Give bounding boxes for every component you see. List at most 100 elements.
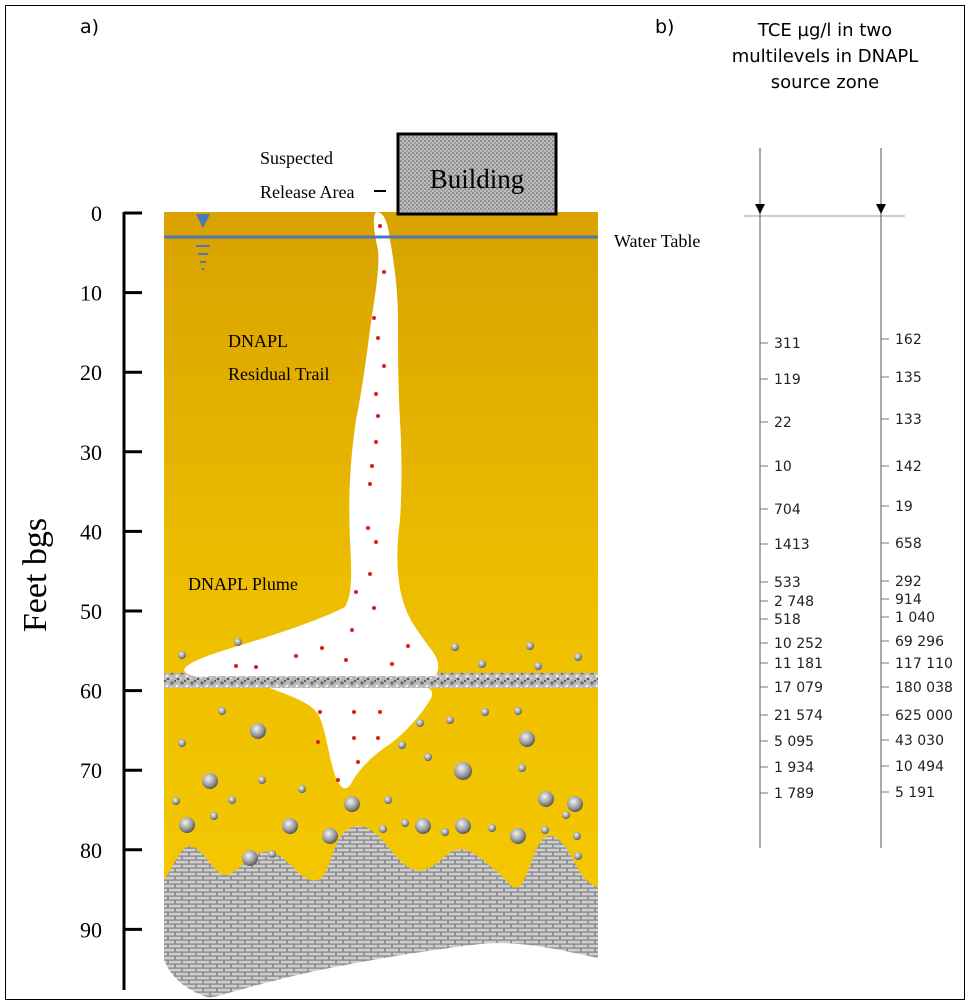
pebble bbox=[514, 707, 522, 715]
dnapl-droplet bbox=[320, 646, 324, 650]
pebble bbox=[401, 819, 409, 827]
pebble bbox=[519, 731, 535, 747]
pebble bbox=[574, 653, 582, 661]
well-value: 43 030 bbox=[895, 733, 944, 749]
dnapl-droplet bbox=[390, 662, 394, 666]
pebble bbox=[488, 824, 496, 832]
multilevel-wells: 311 119 22 10 704 1413 533 2 748 518 10 252 11 181… bbox=[744, 148, 953, 848]
water-table-symbol bbox=[196, 214, 210, 228]
depth-tick-label: 60 bbox=[80, 679, 102, 704]
well-value: 133 bbox=[895, 412, 922, 428]
dnapl-droplet bbox=[374, 440, 378, 444]
pebble bbox=[424, 753, 432, 761]
pebble bbox=[441, 828, 449, 836]
well-1-values: 311 119 22 10 704 1413 533 2 748 518 10 252 11 181… bbox=[760, 336, 823, 802]
panel-b-label: b) bbox=[655, 16, 674, 38]
dnapl-droplet bbox=[376, 414, 380, 418]
well-value: 11 181 bbox=[774, 656, 823, 672]
pebble bbox=[178, 739, 186, 747]
pebble bbox=[218, 707, 226, 715]
dnapl-droplet bbox=[316, 740, 320, 744]
pebble bbox=[446, 716, 454, 724]
well-value: 518 bbox=[774, 612, 801, 628]
well-1-arrow bbox=[755, 204, 765, 214]
dnapl-droplet bbox=[366, 526, 370, 530]
pebble bbox=[202, 773, 218, 789]
dnapl-droplet bbox=[382, 364, 386, 368]
pebble bbox=[415, 818, 431, 834]
panel-b-title-line1: TCE µg/l in two bbox=[757, 20, 892, 41]
well-value: 533 bbox=[774, 575, 801, 591]
dnapl-droplet bbox=[374, 392, 378, 396]
residual-trail-label-line1: DNAPL bbox=[228, 331, 288, 351]
well-value: 17 079 bbox=[774, 680, 823, 696]
pebble bbox=[322, 828, 338, 844]
well-value: 142 bbox=[895, 459, 922, 475]
cross-section: Water Table bbox=[164, 212, 700, 998]
dnapl-droplet bbox=[352, 736, 356, 740]
depth-tick-label: 30 bbox=[80, 440, 102, 465]
depth-tick-label: 80 bbox=[80, 838, 102, 863]
well-value: 117 110 bbox=[895, 656, 953, 672]
well-value: 658 bbox=[895, 536, 922, 552]
dnapl-droplet bbox=[336, 778, 340, 782]
dnapl-droplet bbox=[378, 224, 382, 228]
figure-frame bbox=[5, 5, 965, 1000]
dnapl-droplet bbox=[356, 760, 360, 764]
dnapl-droplet bbox=[294, 654, 298, 658]
well-value: 5 191 bbox=[895, 785, 935, 801]
dnapl-droplet bbox=[254, 665, 258, 669]
depth-tick-label: 20 bbox=[80, 360, 102, 385]
pebble bbox=[268, 850, 276, 858]
dnapl-droplet bbox=[318, 710, 322, 714]
pebble bbox=[454, 762, 472, 780]
building-label: Building bbox=[430, 164, 525, 194]
pebble bbox=[567, 796, 583, 812]
panel-b-title-line2: multilevels in DNAPL bbox=[732, 46, 919, 67]
dnapl-droplet bbox=[406, 644, 410, 648]
pebble bbox=[451, 643, 459, 651]
well-value: 1 040 bbox=[895, 610, 935, 626]
depth-axis: 0 10 20 30 40 50 60 70 80 90 Feet bgs bbox=[17, 201, 142, 990]
pebble bbox=[481, 708, 489, 716]
pebble bbox=[344, 796, 360, 812]
dnapl-droplet bbox=[234, 664, 238, 668]
pebbles bbox=[172, 638, 583, 866]
dnapl-droplet bbox=[374, 540, 378, 544]
pebble bbox=[562, 811, 570, 819]
pebble bbox=[172, 797, 180, 805]
well-value: 1 789 bbox=[774, 786, 814, 802]
well-value: 704 bbox=[774, 502, 801, 518]
well-value: 10 bbox=[774, 459, 792, 475]
dnapl-droplet bbox=[368, 572, 372, 576]
residual-trail-label-line2: Residual Trail bbox=[228, 364, 330, 384]
building bbox=[396, 132, 558, 216]
well-value: 22 bbox=[774, 415, 792, 431]
well-value: 1 934 bbox=[774, 760, 814, 776]
well-value: 135 bbox=[895, 370, 922, 386]
pebble bbox=[210, 812, 218, 820]
depth-tick-label: 70 bbox=[80, 758, 102, 783]
well-2-arrow bbox=[876, 204, 886, 214]
depth-tick-label: 0 bbox=[91, 201, 102, 226]
pebble bbox=[384, 796, 392, 804]
pebble bbox=[179, 817, 195, 833]
panel-a-label: a) bbox=[80, 16, 99, 38]
dnapl-droplet bbox=[352, 710, 356, 714]
pebble bbox=[574, 852, 582, 860]
bedrock bbox=[164, 826, 598, 998]
well-value: 21 574 bbox=[774, 708, 823, 724]
well-2-values: 162 135 133 142 19 658 292 914 1 040 69 296 117 11… bbox=[881, 332, 953, 801]
well-value: 10 494 bbox=[895, 759, 944, 775]
well-value: 19 bbox=[895, 499, 913, 515]
dnapl-pool-lower bbox=[270, 688, 433, 789]
well-value: 311 bbox=[774, 336, 801, 352]
pebble bbox=[538, 791, 554, 807]
well-value: 625 000 bbox=[895, 708, 953, 724]
pebble bbox=[526, 642, 534, 650]
depth-tick-label: 90 bbox=[80, 917, 102, 942]
well-value: 914 bbox=[895, 592, 922, 608]
depth-tick-label: 10 bbox=[80, 281, 102, 306]
pebble bbox=[416, 719, 424, 727]
